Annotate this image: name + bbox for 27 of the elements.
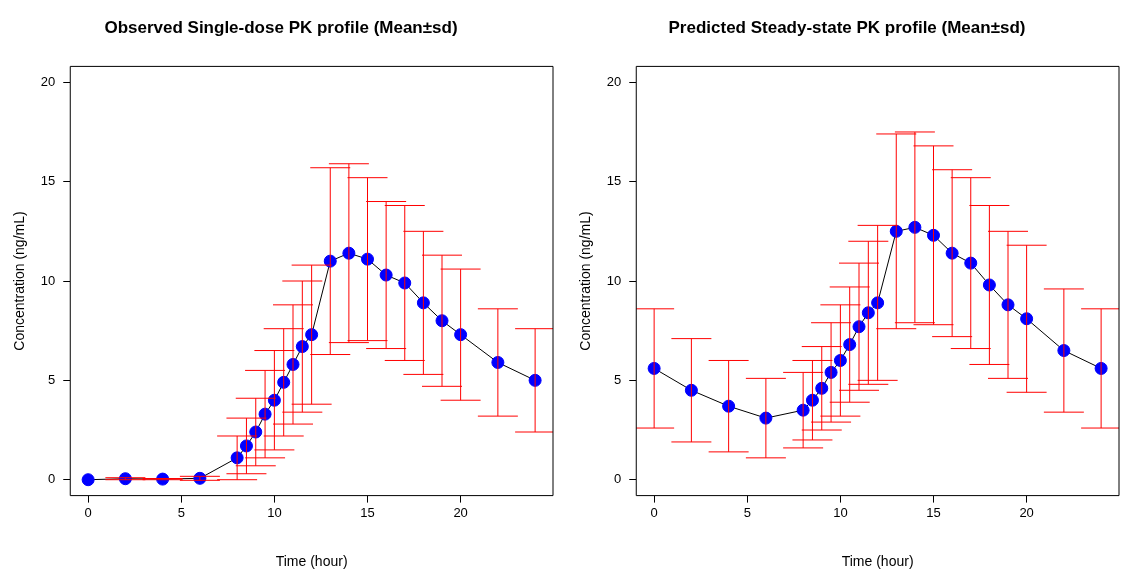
y-tick-label: 15 xyxy=(606,173,622,189)
y-tick-label: 5 xyxy=(614,371,622,387)
x-tick-label: 0 xyxy=(84,504,92,520)
y-tick-label: 15 xyxy=(40,173,56,189)
y-tick-label: 5 xyxy=(48,371,56,387)
y-tick-label: 0 xyxy=(48,471,56,487)
x-tick-label: 15 xyxy=(926,504,941,520)
x-tick-label: 5 xyxy=(743,504,751,520)
x-axis-title: Time (hour) xyxy=(841,553,914,570)
y-tick-label: 20 xyxy=(606,73,622,89)
x-tick-label: 5 xyxy=(177,504,185,520)
x-tick-label: 10 xyxy=(833,504,848,520)
y-tick-label: 10 xyxy=(40,272,56,288)
x-tick-label: 20 xyxy=(1019,504,1034,520)
x-tick-label: 10 xyxy=(267,504,282,520)
x-axis-title: Time (hour) xyxy=(275,553,348,570)
y-axis-title: Concentration (ng/mL) xyxy=(11,211,28,351)
y-axis-title: Concentration (ng/mL) xyxy=(577,211,594,351)
y-tick-label: 0 xyxy=(614,471,622,487)
y-tick-label: 10 xyxy=(606,272,622,288)
x-tick-label: 0 xyxy=(650,504,658,520)
x-tick-label: 15 xyxy=(360,504,375,520)
chart-title: Observed Single-dose PK profile (Mean±sd) xyxy=(104,17,458,37)
x-tick-label: 20 xyxy=(453,504,468,520)
y-tick-label: 20 xyxy=(40,73,56,89)
chart-title: Predicted Steady-state PK profile (Mean±sd) xyxy=(668,17,1026,37)
point xyxy=(81,473,95,487)
